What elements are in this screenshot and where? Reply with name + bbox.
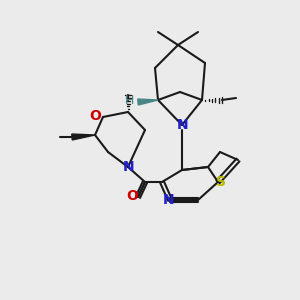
Text: N: N: [163, 193, 175, 207]
Polygon shape: [138, 99, 158, 105]
Polygon shape: [72, 134, 95, 140]
Text: N: N: [123, 160, 135, 174]
Text: N: N: [177, 118, 189, 132]
Text: S: S: [216, 175, 226, 189]
Text: H: H: [124, 94, 134, 107]
Text: O: O: [126, 189, 138, 203]
Text: O: O: [89, 109, 101, 123]
